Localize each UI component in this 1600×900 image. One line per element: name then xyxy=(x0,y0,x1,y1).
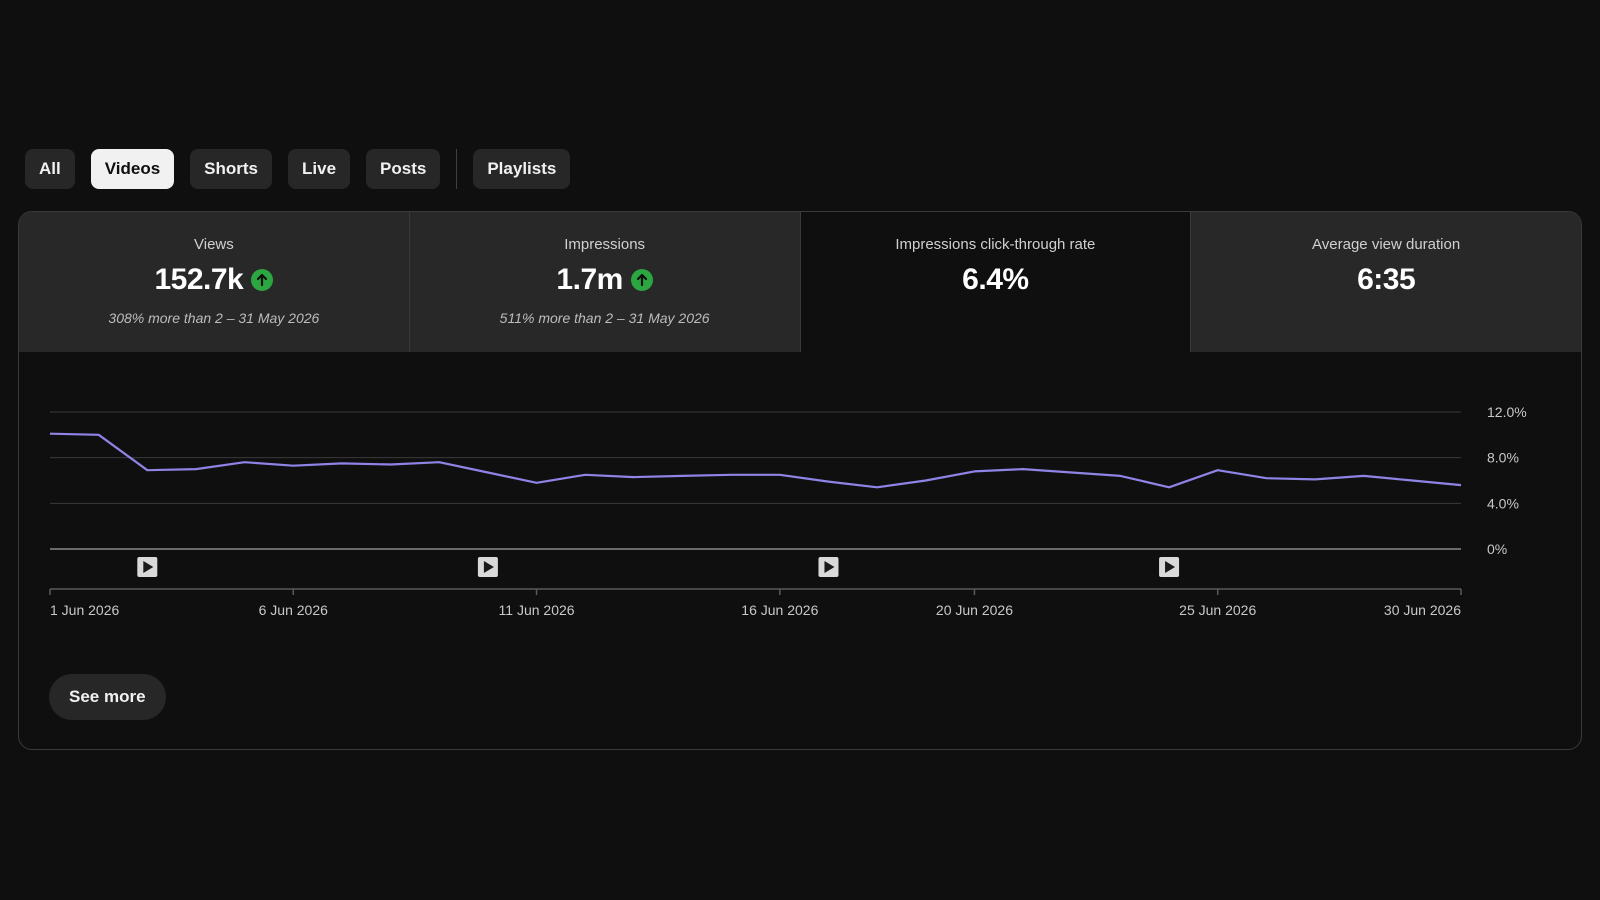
metric-value-row: 152.7k xyxy=(19,260,409,300)
x-tick-label: 30 Jun 2026 xyxy=(1384,602,1461,618)
chip-all[interactable]: All xyxy=(25,149,75,189)
metric-value: 6.4% xyxy=(962,263,1029,296)
metric-value: 6:35 xyxy=(1357,263,1416,296)
metric-title: Average view duration xyxy=(1312,236,1461,253)
metric-title: Impressions xyxy=(564,236,646,253)
chip-divider xyxy=(456,149,458,189)
metric-tab-avg-view-duration[interactable]: Average view duration 6:35 xyxy=(1191,212,1581,352)
ctr-line-chart: 12.0% 8.0% 4.0% 0% 1 Jun 2026 6 Jun 2026 11 Ju… xyxy=(19,352,1581,652)
metric-tabs: Views 152.7k 308% more than 2 – 31 May 2… xyxy=(19,212,1581,352)
trend-up-icon xyxy=(251,269,274,291)
x-tick-label: 1 Jun 2026 xyxy=(50,602,119,618)
play-icon xyxy=(824,561,835,573)
y-tick-label: 8.0% xyxy=(1487,450,1519,466)
metric-comparison: 511% more than 2 – 31 May 2026 xyxy=(499,310,710,326)
metric-tab-impressions[interactable]: Impressions 1.7m 511% more than 2 – 31 M… xyxy=(409,212,801,352)
metric-tab-ctr[interactable]: Impressions click-through rate 6.4% xyxy=(800,212,1192,352)
x-tick-label: 16 Jun 2026 xyxy=(741,602,818,618)
x-tick-label: 20 Jun 2026 xyxy=(936,602,1013,618)
metric-value: 1.7m xyxy=(556,263,623,296)
metric-comparison: 308% more than 2 – 31 May 2026 xyxy=(108,310,320,326)
chip-live[interactable]: Live xyxy=(288,149,351,189)
see-more-button[interactable]: See more xyxy=(49,674,166,720)
metric-value-row: 6:35 xyxy=(1191,260,1581,300)
metric-title: Impressions click-through rate xyxy=(895,236,1096,253)
metric-title: Views xyxy=(194,236,234,253)
metric-tab-views[interactable]: Views 152.7k 308% more than 2 – 31 May 2… xyxy=(19,212,410,352)
chip-posts[interactable]: Posts xyxy=(366,149,441,189)
y-tick-label: 0% xyxy=(1487,541,1507,557)
metric-value: 152.7k xyxy=(154,263,244,296)
series-line xyxy=(49,432,1462,489)
x-tick-label: 25 Jun 2026 xyxy=(1179,602,1256,618)
x-tick-label: 6 Jun 2026 xyxy=(259,602,328,618)
chip-videos[interactable]: Videos xyxy=(90,149,175,189)
analytics-card: Views 152.7k 308% more than 2 – 31 May 2… xyxy=(18,211,1582,750)
chart-svg: 12.0% 8.0% 4.0% 0% 1 Jun 2026 6 Jun 2026 11 Ju… xyxy=(49,404,1527,618)
play-icon xyxy=(1165,561,1176,573)
metric-value-row: 1.7m xyxy=(410,260,800,300)
x-tick-label: 11 Jun 2026 xyxy=(499,602,575,618)
y-tick-label: 12.0% xyxy=(1487,404,1527,420)
content-type-filter-bar: All Videos Shorts Live Posts Playlists xyxy=(25,149,586,189)
play-icon xyxy=(143,561,154,573)
chip-shorts[interactable]: Shorts xyxy=(190,149,273,189)
metric-value-row: 6.4% xyxy=(801,260,1191,300)
y-tick-label: 4.0% xyxy=(1487,495,1519,511)
trend-up-icon xyxy=(630,269,653,291)
chip-playlists[interactable]: Playlists xyxy=(473,149,571,189)
play-icon xyxy=(483,561,494,573)
